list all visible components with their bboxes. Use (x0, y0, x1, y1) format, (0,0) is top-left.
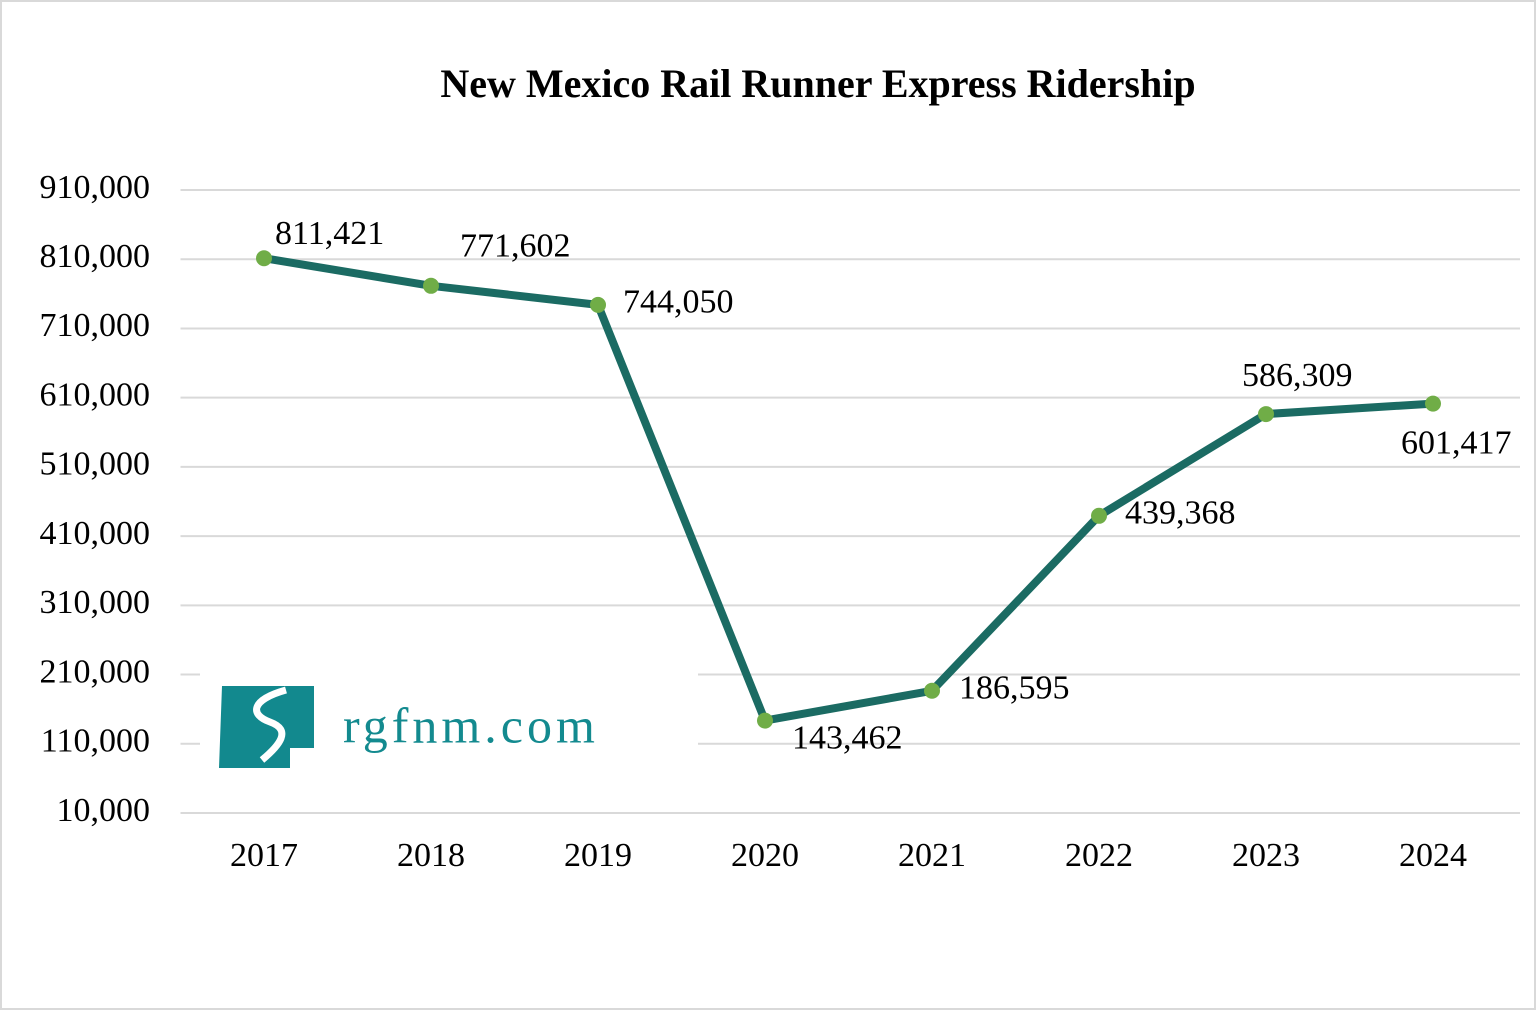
data-label: 811,421 (275, 215, 384, 252)
y-tick-label: 610,000 (40, 376, 151, 413)
y-tick-label: 410,000 (40, 515, 151, 552)
data-point (590, 296, 606, 313)
data-point (1258, 406, 1274, 423)
grid: 10,000 110,000 210,000 310,000 410,000 510,00… (40, 169, 1520, 874)
x-tick-label: 2021 (898, 837, 966, 874)
plot: 811,421 771,602 744,050 143,462 186,595 439,3… (256, 215, 1512, 756)
x-tick-label: 2022 (1065, 837, 1133, 874)
data-label: 143,462 (792, 719, 903, 756)
x-tick-label: 2024 (1399, 837, 1467, 874)
data-label: 586,309 (1242, 357, 1353, 394)
chart-title: New Mexico Rail Runner Express Ridership (440, 61, 1195, 106)
x-tick-label: 2018 (397, 837, 465, 874)
y-tick-label: 710,000 (40, 307, 151, 344)
y-tick-label: 510,000 (40, 446, 151, 483)
data-point (423, 277, 439, 294)
y-tick-label: 910,000 (40, 169, 151, 206)
y-tick-label: 310,000 (40, 584, 151, 621)
y-tick-label: 810,000 (40, 238, 151, 275)
logo-icon (219, 686, 314, 768)
x-tick-label: 2017 (230, 837, 298, 874)
x-tick-label: 2019 (564, 837, 632, 874)
data-label: 601,417 (1401, 424, 1512, 461)
data-label: 439,368 (1125, 495, 1236, 532)
data-line (263, 254, 1434, 725)
data-label: 744,050 (623, 284, 734, 321)
watermark: rgfnm.com (343, 697, 599, 753)
data-point (256, 250, 272, 267)
data-point (1425, 395, 1441, 412)
data-point (757, 712, 773, 729)
y-tick-label: 10,000 (57, 792, 151, 829)
data-label: 186,595 (959, 670, 1070, 707)
data-point (1091, 507, 1107, 524)
data-label: 771,602 (460, 228, 571, 265)
x-tick-label: 2020 (731, 837, 799, 874)
data-point (924, 682, 940, 699)
y-tick-label: 210,000 (40, 653, 151, 690)
x-tick-label: 2023 (1232, 837, 1300, 874)
y-tick-label: 110,000 (41, 723, 150, 760)
